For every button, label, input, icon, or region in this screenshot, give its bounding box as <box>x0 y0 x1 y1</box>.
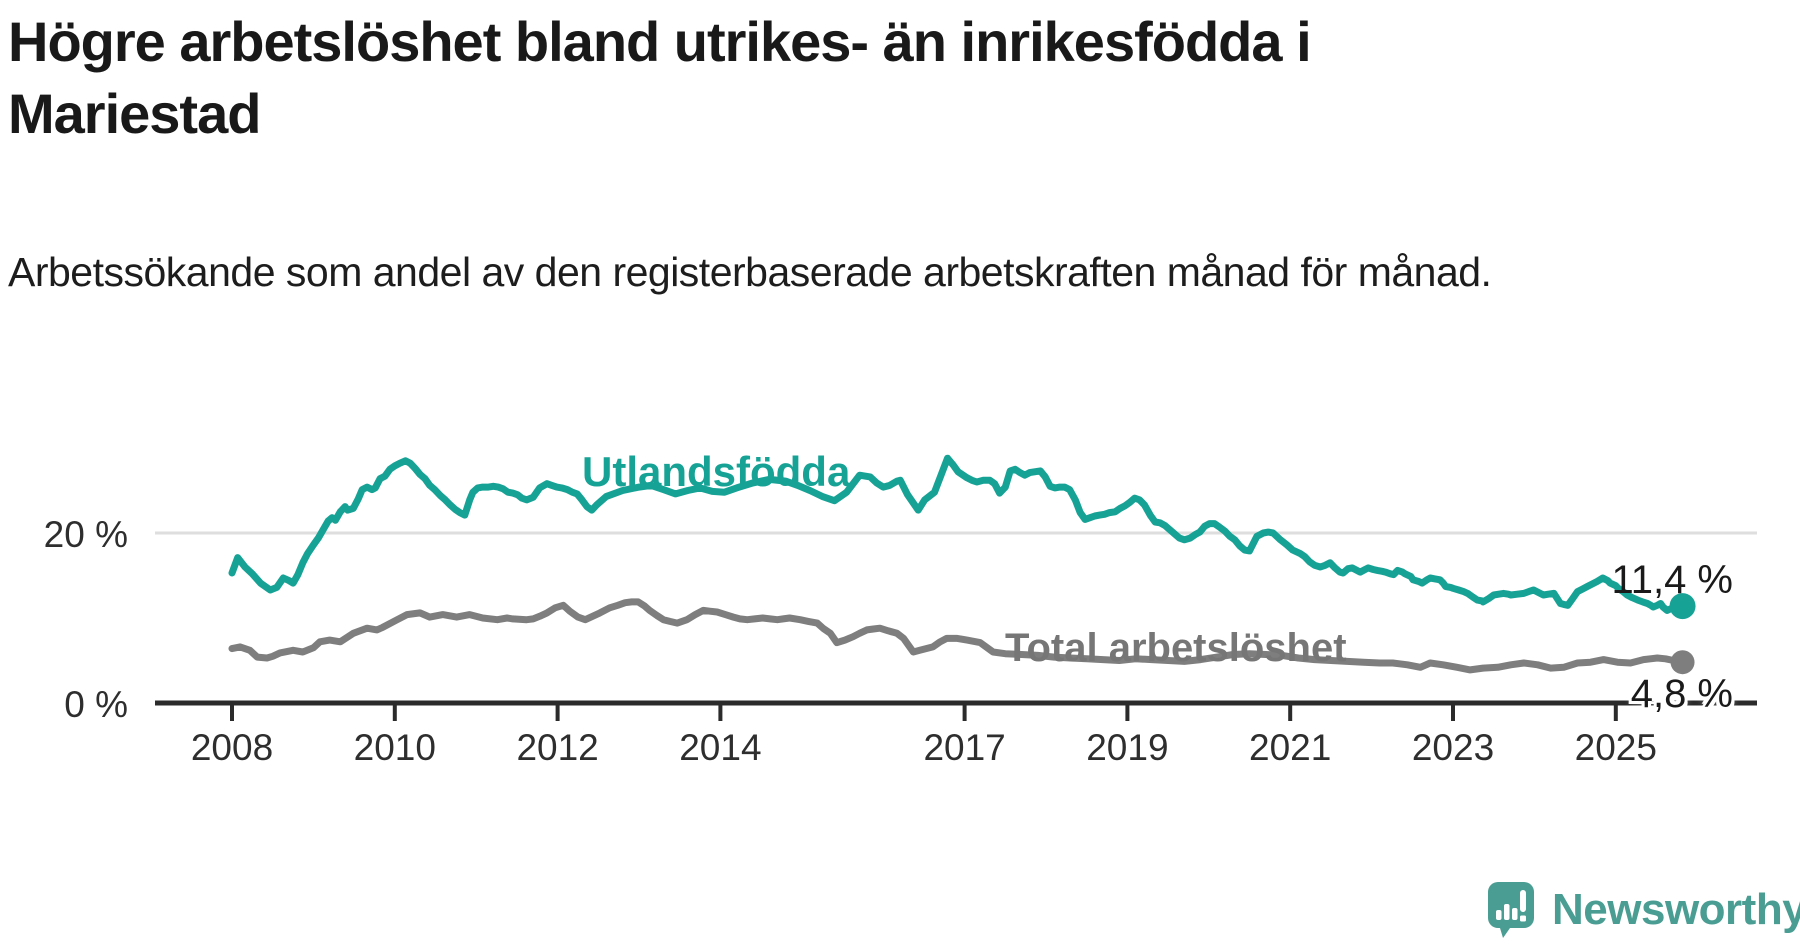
series-label-utlandsfodda: Utlandsfödda <box>582 448 851 495</box>
series-end-dot-utlandsfodda <box>1669 593 1696 620</box>
series-line-total <box>228 598 1686 674</box>
newsworthy-wordmark: Newsworthy <box>1552 885 1800 934</box>
x-axis-tick-label-2010: 2010 <box>353 727 436 768</box>
x-axis-tick-label-2014: 2014 <box>679 727 762 768</box>
chart-subtitle: Arbetssökande som andel av den registerb… <box>8 249 1492 295</box>
x-axis-tick-label-2019: 2019 <box>1086 727 1169 768</box>
y-axis-tick-label-20: 20 % <box>43 514 128 555</box>
chart-title: Högre arbetslöshet bland utrikes- än inr… <box>8 10 1312 145</box>
series-line-utlandsfodda <box>228 454 1686 614</box>
newsworthy-branding: Newsworthy <box>1486 880 1800 940</box>
x-axis-tick-label-2025: 2025 <box>1574 727 1657 768</box>
newsworthy-logo-icon <box>1486 880 1536 940</box>
x-axis-tick-label-2017: 2017 <box>923 727 1006 768</box>
series-end-dot-total <box>1670 650 1695 675</box>
end-value-label-total-arbetsloshet: 4,8 % <box>1630 672 1733 716</box>
x-axis-tick-label-2021: 2021 <box>1249 727 1332 768</box>
end-value-label-utlandsfodda: 11,4 % <box>1611 558 1733 602</box>
series-label-total-arbetsloshet: Total arbetslöshet <box>1005 626 1347 670</box>
y-axis-tick-label-0: 0 % <box>64 684 128 725</box>
x-axis-tick-label-2012: 2012 <box>516 727 599 768</box>
x-axis-tick-label-2023: 2023 <box>1411 727 1495 768</box>
x-axis-tick-label-2008: 2008 <box>190 727 274 768</box>
